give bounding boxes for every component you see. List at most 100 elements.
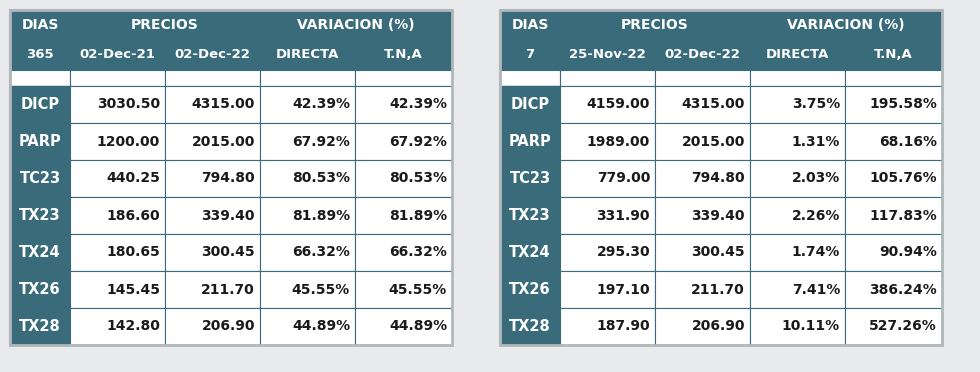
Bar [10, 160, 70, 197]
Bar [10, 308, 70, 345]
Text: 3.75%: 3.75% [792, 97, 840, 112]
Text: TX23: TX23 [20, 208, 61, 223]
Text: 10.11%: 10.11% [782, 320, 840, 334]
Text: 1.74%: 1.74% [792, 246, 840, 260]
Bar [165, 123, 260, 160]
Bar [750, 197, 845, 234]
Bar [750, 86, 845, 123]
Text: 2015.00: 2015.00 [682, 135, 745, 148]
Text: 90.94%: 90.94% [879, 246, 937, 260]
Bar [845, 271, 942, 308]
Bar [70, 123, 165, 160]
Text: TX24: TX24 [20, 245, 61, 260]
Bar [750, 271, 845, 308]
Text: 02-Dec-22: 02-Dec-22 [174, 48, 251, 61]
Bar [355, 308, 452, 345]
Text: 117.83%: 117.83% [869, 208, 937, 222]
Text: 68.16%: 68.16% [879, 135, 937, 148]
Text: 145.45: 145.45 [106, 282, 160, 296]
Text: PRECIOS: PRECIOS [131, 18, 199, 32]
Text: TX26: TX26 [20, 282, 61, 297]
Bar [355, 70, 452, 86]
Bar [260, 308, 355, 345]
Text: DIAS: DIAS [22, 18, 59, 32]
Bar [165, 70, 260, 86]
Text: PRECIOS: PRECIOS [621, 18, 689, 32]
Bar [750, 234, 845, 271]
Bar [500, 123, 560, 160]
Bar [845, 308, 942, 345]
Bar [70, 40, 165, 70]
Bar [500, 70, 560, 86]
Text: 44.89%: 44.89% [292, 320, 350, 334]
Text: 1989.00: 1989.00 [587, 135, 650, 148]
Bar [70, 70, 165, 86]
Bar [655, 70, 750, 86]
Bar [500, 10, 560, 40]
Text: 25-Nov-22: 25-Nov-22 [569, 48, 646, 61]
Bar [10, 197, 70, 234]
Bar [845, 70, 942, 86]
Text: 2.03%: 2.03% [792, 171, 840, 186]
Bar [70, 308, 165, 345]
Bar [845, 160, 942, 197]
Text: 4315.00: 4315.00 [192, 97, 255, 112]
Text: 67.92%: 67.92% [389, 135, 447, 148]
Text: T.N,A: T.N,A [384, 48, 423, 61]
Bar [10, 234, 70, 271]
Bar [655, 40, 750, 70]
Bar [500, 86, 560, 123]
Text: 142.80: 142.80 [106, 320, 160, 334]
Bar [845, 234, 942, 271]
Bar [260, 10, 452, 40]
Text: 339.40: 339.40 [692, 208, 745, 222]
Text: TC23: TC23 [20, 171, 61, 186]
Text: T.N,A: T.N,A [874, 48, 913, 61]
Text: 02-Dec-22: 02-Dec-22 [664, 48, 741, 61]
Text: 365: 365 [26, 48, 54, 61]
Text: 794.80: 794.80 [201, 171, 255, 186]
Bar [260, 123, 355, 160]
Bar [560, 271, 655, 308]
Text: 02-Dec-21: 02-Dec-21 [79, 48, 156, 61]
Text: DICP: DICP [511, 97, 550, 112]
Bar [560, 160, 655, 197]
Text: TX23: TX23 [510, 208, 551, 223]
Bar [165, 234, 260, 271]
Bar [500, 271, 560, 308]
Bar [655, 123, 750, 160]
Bar [845, 86, 942, 123]
Bar [845, 40, 942, 70]
Bar [845, 197, 942, 234]
Bar [560, 86, 655, 123]
Text: DIAS: DIAS [512, 18, 549, 32]
Text: TC23: TC23 [510, 171, 551, 186]
Text: 1.31%: 1.31% [792, 135, 840, 148]
Bar [260, 234, 355, 271]
Bar [70, 86, 165, 123]
Bar [750, 308, 845, 345]
Text: TX24: TX24 [510, 245, 551, 260]
Bar [70, 234, 165, 271]
Bar [560, 10, 750, 40]
Bar [260, 70, 355, 86]
Text: 81.89%: 81.89% [292, 208, 350, 222]
Bar [500, 160, 560, 197]
Bar [70, 197, 165, 234]
Bar [355, 160, 452, 197]
Text: DICP: DICP [21, 97, 60, 112]
Bar [655, 234, 750, 271]
Text: 67.92%: 67.92% [292, 135, 350, 148]
Text: 81.89%: 81.89% [389, 208, 447, 222]
Bar [355, 271, 452, 308]
Bar [655, 197, 750, 234]
Bar [500, 40, 560, 70]
Text: 80.53%: 80.53% [389, 171, 447, 186]
Bar [10, 10, 70, 40]
Bar [750, 10, 942, 40]
Bar [10, 10, 452, 345]
Text: TX26: TX26 [510, 282, 551, 297]
Text: 42.39%: 42.39% [292, 97, 350, 112]
Bar [845, 123, 942, 160]
Text: 206.90: 206.90 [202, 320, 255, 334]
